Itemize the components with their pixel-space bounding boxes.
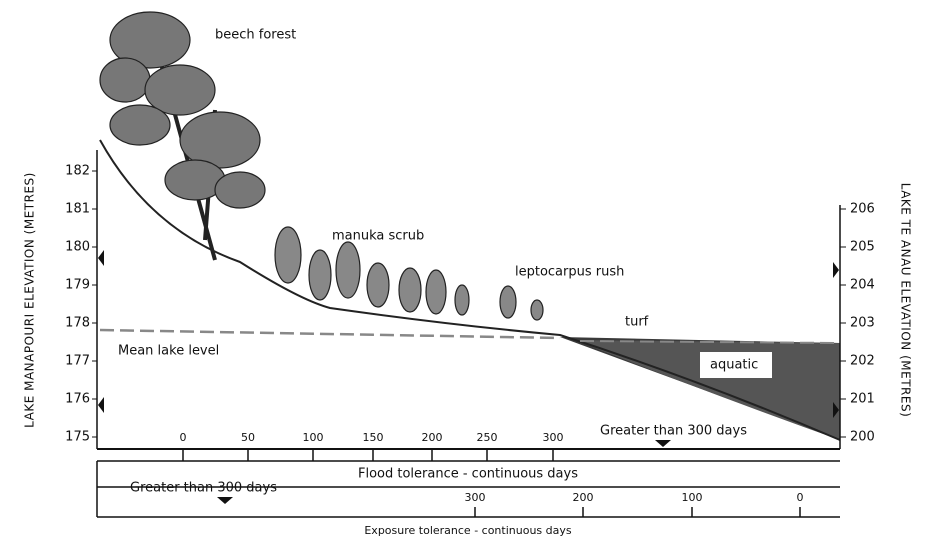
flood-tick-label: 200 [422, 431, 443, 444]
aquatic-label-bg [700, 352, 772, 378]
flood-tick-label: 50 [241, 431, 255, 444]
right-tick-label: 201 [850, 392, 875, 407]
exposure-tick-label: 0 [797, 491, 804, 504]
left-tick-label: 176 [65, 392, 90, 407]
right-tick-label: 204 [850, 278, 875, 293]
label: aquatic [710, 358, 758, 373]
scale-title: Exposure tolerance - continuous days [364, 524, 572, 537]
axis-title: LAKE MANAPOURI ELEVATION (METRES) [23, 172, 37, 428]
right-tick-label: 205 [850, 240, 875, 255]
mean-lake-level [99, 328, 561, 340]
left-tick-label: 175 [65, 430, 90, 445]
markers [98, 250, 839, 504]
scale-note: Greater than 300 days [130, 481, 277, 496]
ground-line [99, 139, 841, 441]
frame [96, 150, 841, 518]
exposure-tick-label: 200 [573, 491, 594, 504]
exposure-tick-label: 100 [682, 491, 703, 504]
label: beech forest [215, 28, 296, 43]
flood-tick-label: 150 [363, 431, 384, 444]
left-tick-label: 177 [65, 354, 90, 369]
flood-tick-label: 100 [303, 431, 324, 444]
manuka-scrub [274, 226, 544, 321]
left-tick-label: 182 [65, 164, 90, 179]
left-tick-label: 179 [65, 278, 90, 293]
label: manuka scrub [332, 229, 424, 244]
left-tick-label: 181 [65, 202, 90, 217]
lake-level-right [579, 340, 841, 344]
left-tick-label: 180 [65, 240, 90, 255]
aquatic-shade [575, 340, 840, 440]
scale-note: Greater than 300 days [600, 424, 747, 439]
scale-title: Flood tolerance - continuous days [358, 467, 578, 482]
right-tick-label: 200 [850, 430, 875, 445]
flood-tick-label: 0 [180, 431, 187, 444]
exposure-tick-label: 300 [465, 491, 486, 504]
axis-title: LAKE TE ANAU ELEVATION (METRES) [899, 183, 913, 418]
label: Mean lake level [118, 344, 219, 359]
flood-tick-label: 300 [543, 431, 564, 444]
right-tick-label: 202 [850, 354, 875, 369]
flood-tick-label: 250 [477, 431, 498, 444]
beech-forest [99, 11, 266, 261]
label: leptocarpus rush [515, 265, 624, 280]
right-tick-label: 203 [850, 316, 875, 331]
label: turf [625, 315, 649, 330]
right-tick-label: 206 [850, 202, 875, 217]
left-tick-label: 178 [65, 316, 90, 331]
